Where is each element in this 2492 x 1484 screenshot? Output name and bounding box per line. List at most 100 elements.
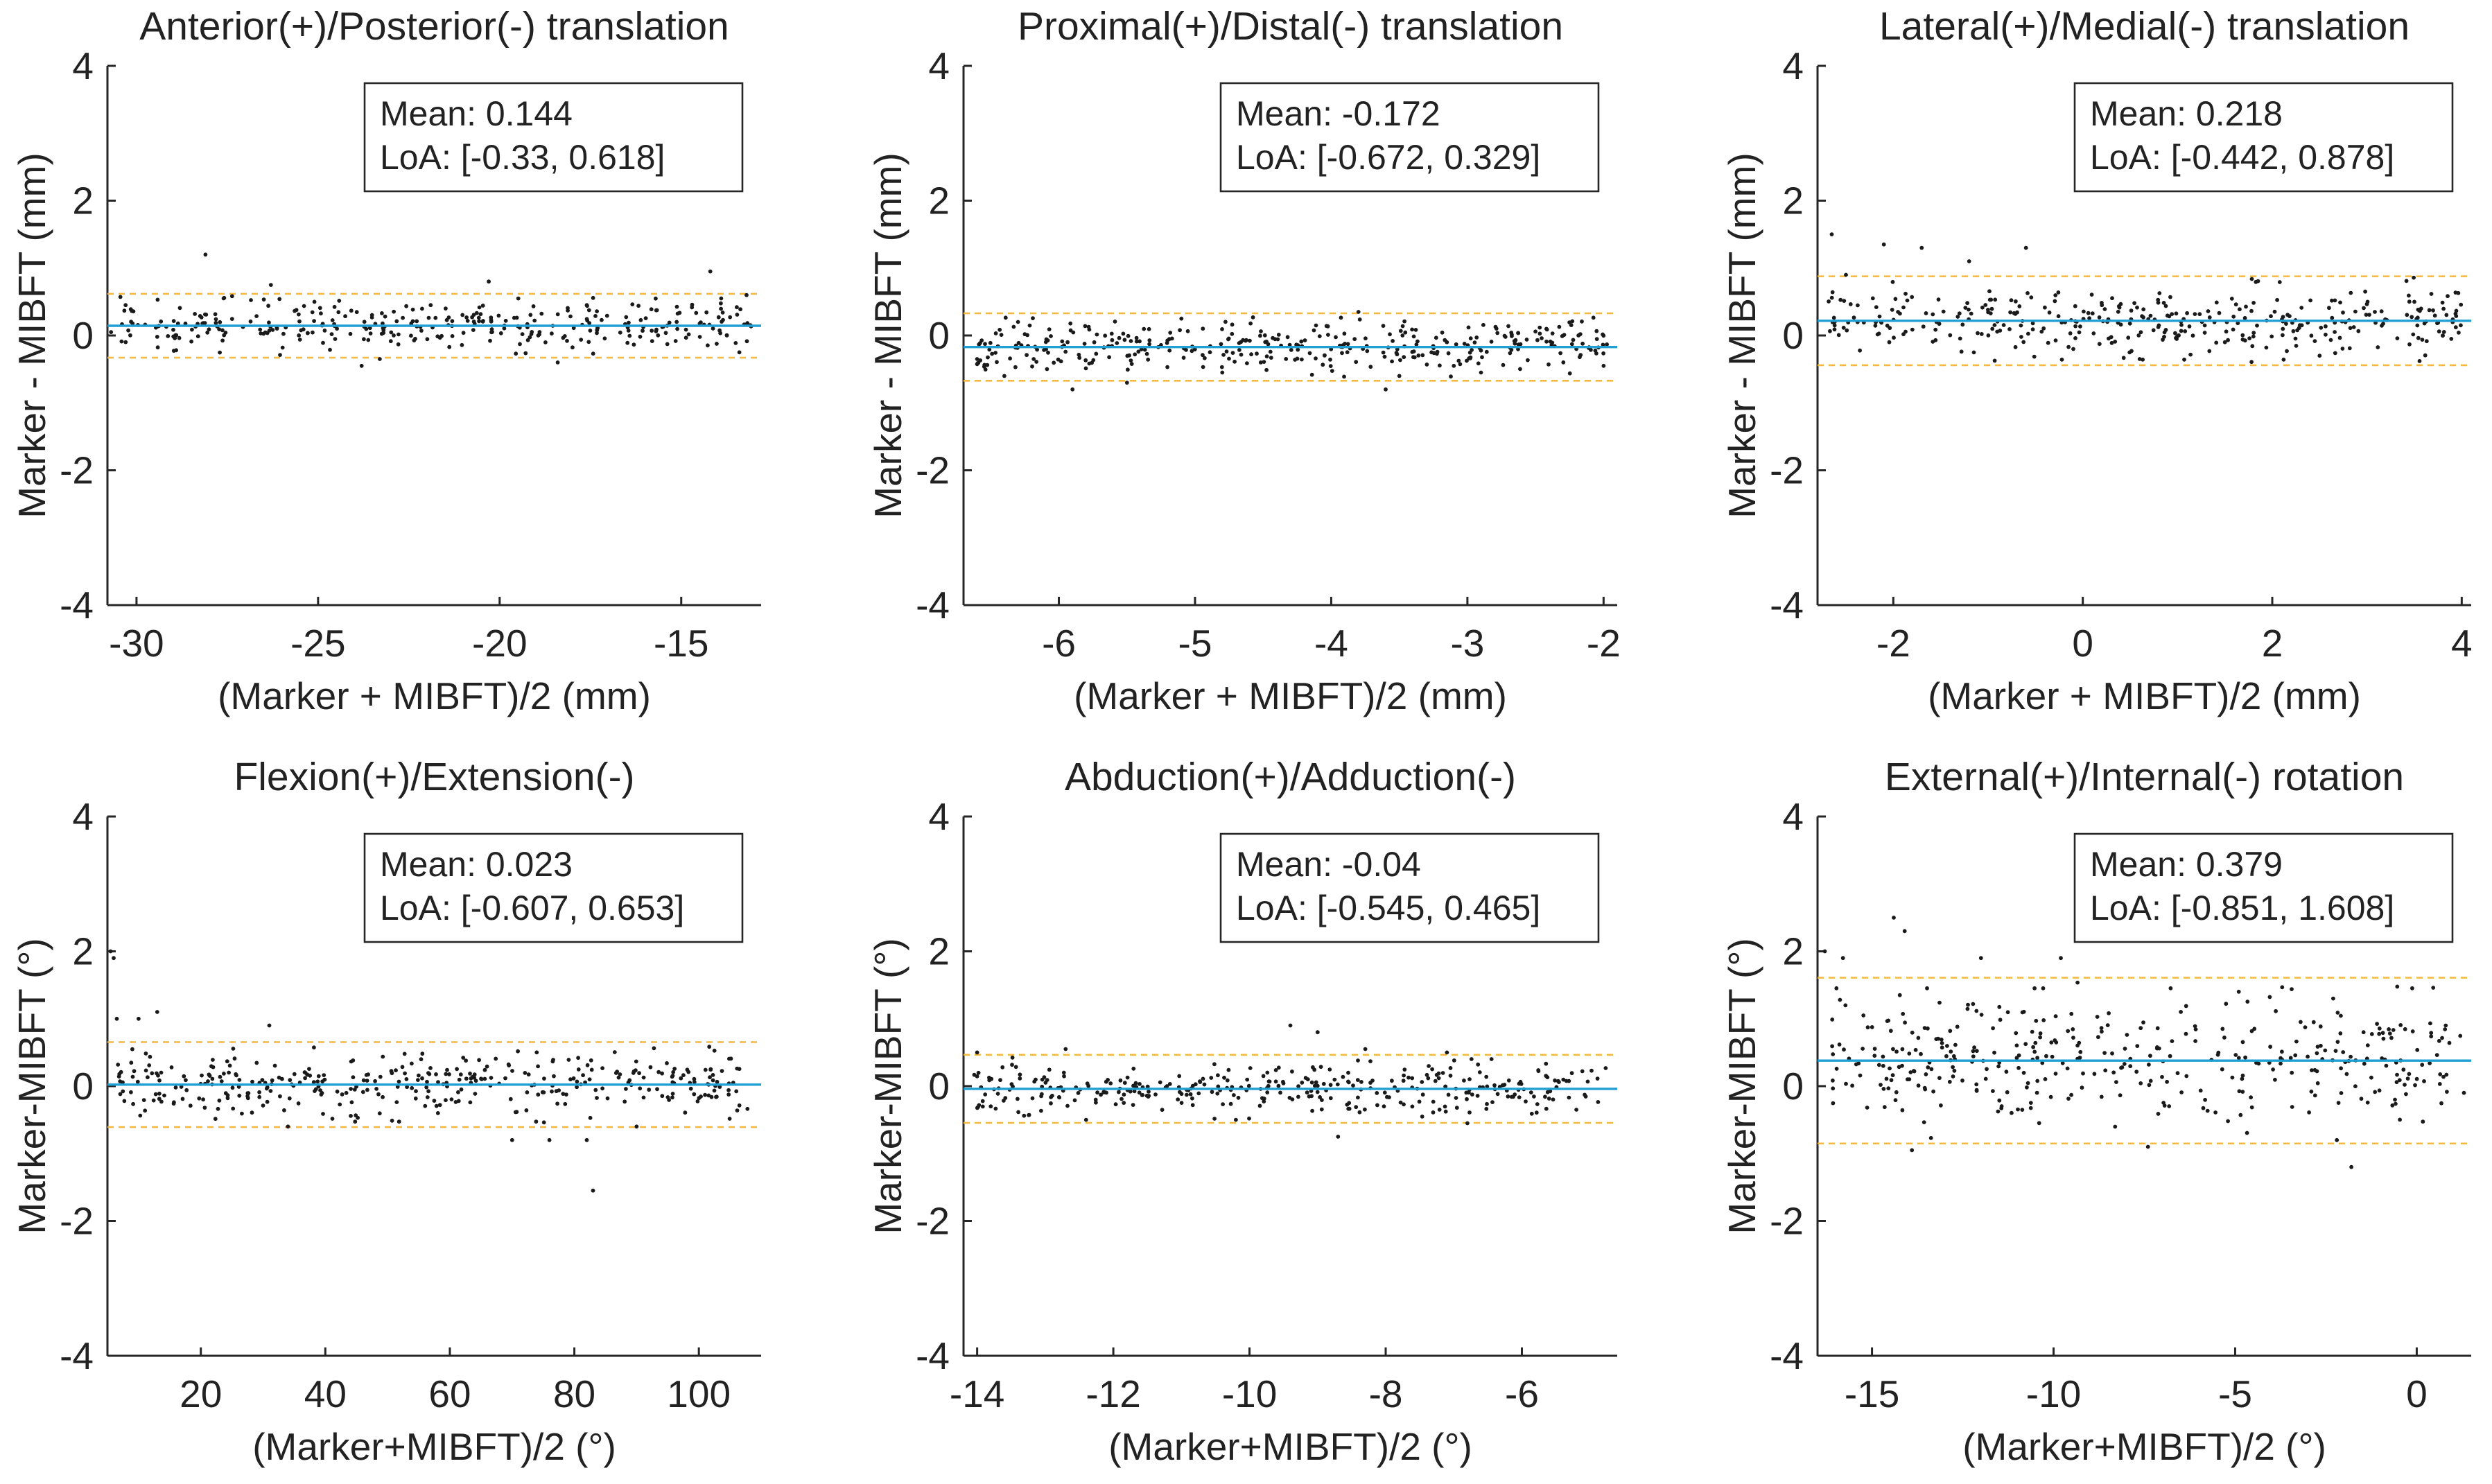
data-point xyxy=(1040,1092,1044,1097)
data-point xyxy=(1543,1094,1547,1099)
data-point xyxy=(412,338,417,342)
data-point xyxy=(328,347,332,352)
data-point xyxy=(637,1071,641,1076)
data-point xyxy=(416,1078,420,1082)
data-point xyxy=(1467,1110,1472,1115)
data-point xyxy=(1971,1054,1976,1058)
data-point xyxy=(330,318,335,322)
data-point xyxy=(2207,315,2212,320)
data-point xyxy=(1437,1108,1442,1112)
data-point xyxy=(1983,303,1988,307)
data-point xyxy=(1265,1070,1270,1075)
data-point xyxy=(2249,1029,2254,1033)
data-point xyxy=(1188,1092,1193,1097)
data-point xyxy=(2369,1075,2373,1080)
data-point xyxy=(214,320,218,325)
data-point xyxy=(1230,331,1235,336)
data-point xyxy=(1475,1094,1480,1098)
data-point xyxy=(735,313,740,317)
data-point xyxy=(2394,1080,2399,1085)
data-point xyxy=(1594,337,1599,341)
data-point xyxy=(1196,1091,1201,1096)
data-point xyxy=(2446,294,2450,299)
data-point xyxy=(2207,349,2212,353)
data-point xyxy=(2019,335,2023,339)
data-point xyxy=(2429,1034,2434,1039)
data-point xyxy=(1216,1073,1220,1078)
data-point xyxy=(1562,333,1567,337)
data-point xyxy=(1545,1090,1550,1094)
data-point xyxy=(1179,316,1184,321)
data-point xyxy=(1375,1103,1379,1108)
data-point xyxy=(1327,1067,1332,1072)
data-point xyxy=(1872,1047,1877,1051)
data-point xyxy=(1228,1101,1233,1106)
data-point xyxy=(143,1068,148,1073)
data-point xyxy=(1949,1049,1953,1054)
data-point xyxy=(202,1106,207,1110)
data-point xyxy=(2009,298,2014,303)
data-point xyxy=(1215,1091,1220,1096)
data-point xyxy=(1294,342,1298,347)
data-point xyxy=(2048,1094,2053,1099)
data-point xyxy=(2216,1050,2221,1055)
data-point xyxy=(2273,1077,2277,1082)
data-point xyxy=(1167,1082,1172,1086)
data-point xyxy=(2441,333,2445,338)
data-point xyxy=(349,1100,354,1105)
data-point xyxy=(1995,329,2000,334)
data-point xyxy=(129,1090,133,1094)
data-point xyxy=(1888,1066,1892,1071)
data-point xyxy=(715,1079,720,1084)
data-point xyxy=(1578,353,1583,358)
data-point xyxy=(641,1075,646,1080)
data-point xyxy=(1030,1096,1035,1101)
data-point xyxy=(1060,339,1065,344)
data-point xyxy=(340,1092,345,1097)
x-tick-label: -6 xyxy=(1042,622,1076,665)
data-point xyxy=(2349,1054,2353,1059)
data-point xyxy=(1536,1069,1541,1074)
data-point xyxy=(1122,1092,1126,1097)
data-point xyxy=(2163,328,2168,332)
data-point xyxy=(1965,1006,1970,1011)
data-point xyxy=(1553,1078,1558,1083)
data-point xyxy=(1440,330,1445,335)
stats-box-frame xyxy=(363,832,744,943)
data-point xyxy=(2078,324,2082,329)
data-point xyxy=(1427,1064,1431,1068)
data-point xyxy=(1910,1030,1915,1035)
data-point xyxy=(2377,1088,2382,1093)
data-point xyxy=(2415,315,2420,320)
data-point xyxy=(1032,1079,1037,1084)
data-point xyxy=(1221,1102,1225,1106)
loa-value-label: LoA: [-0.442, 0.878] xyxy=(2090,138,2394,177)
data-point xyxy=(2333,330,2337,334)
data-point xyxy=(2078,1049,2083,1054)
data-point xyxy=(402,1051,407,1056)
data-point xyxy=(1290,1070,1294,1074)
data-point xyxy=(2090,311,2095,316)
data-point xyxy=(1476,361,1481,366)
data-point xyxy=(993,351,997,355)
data-point xyxy=(2403,1027,2407,1031)
data-point xyxy=(2247,336,2252,340)
data-point xyxy=(250,1110,254,1115)
data-point xyxy=(719,296,724,301)
loa-value-label: LoA: [-0.33, 0.618] xyxy=(380,138,665,177)
data-point xyxy=(1118,1078,1123,1083)
data-point xyxy=(435,1111,440,1115)
data-point xyxy=(2427,308,2432,313)
data-point xyxy=(257,1090,261,1094)
data-point xyxy=(1147,342,1151,347)
data-point xyxy=(2437,1038,2441,1043)
data-point xyxy=(1126,367,1130,372)
data-point xyxy=(2026,331,2030,336)
data-point xyxy=(1385,1094,1389,1099)
data-point xyxy=(1546,1097,1551,1101)
data-point xyxy=(2019,323,2023,328)
data-point xyxy=(1382,354,1387,359)
data-point xyxy=(2107,1011,2111,1015)
data-point xyxy=(1138,339,1142,344)
